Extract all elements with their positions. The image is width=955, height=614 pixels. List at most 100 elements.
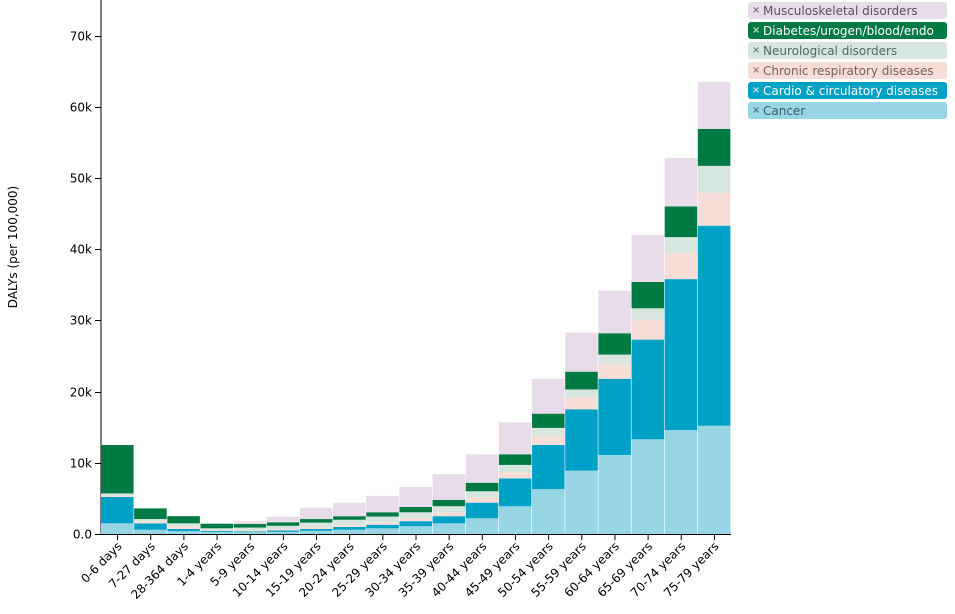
bar-segment-12-1[interactable]: [498, 478, 532, 507]
bar-segment-7-1[interactable]: [333, 526, 366, 530]
bar-segment-1-3[interactable]: [134, 519, 167, 522]
bar-segment-12-0[interactable]: [498, 506, 532, 534]
bar-segment-2-0[interactable]: [167, 531, 200, 534]
bar-segment-13-0[interactable]: [532, 489, 565, 534]
bar-segment-13-2[interactable]: [532, 435, 565, 445]
bar-segment-6-2[interactable]: [299, 526, 333, 530]
bar-segment-13-3[interactable]: [532, 427, 565, 436]
bar-segment-0-0[interactable]: [101, 523, 134, 534]
bar-segment-8-4[interactable]: [366, 512, 399, 517]
bar-segment-14-4[interactable]: [565, 371, 598, 390]
bar-segment-18-1[interactable]: [697, 225, 731, 426]
bar-segment-7-3[interactable]: [333, 519, 366, 525]
bar-segment-11-0[interactable]: [465, 518, 499, 534]
bar-segment-9-5[interactable]: [399, 487, 432, 507]
bar-segment-10-5[interactable]: [432, 474, 466, 500]
bar-segment-12-5[interactable]: [498, 422, 532, 455]
bar-segment-10-2[interactable]: [432, 512, 466, 517]
bar-segment-6-4[interactable]: [299, 519, 333, 523]
bar-segment-6-1[interactable]: [299, 529, 333, 531]
bar-segment-9-4[interactable]: [399, 506, 432, 513]
bar-segment-3-4[interactable]: [200, 523, 234, 529]
bar-segment-8-0[interactable]: [366, 528, 399, 534]
bar-segment-3-2[interactable]: [200, 529, 234, 531]
bar-segment-14-1[interactable]: [565, 409, 598, 471]
bar-segment-3-1[interactable]: [200, 530, 234, 532]
bar-segment-10-4[interactable]: [432, 499, 466, 507]
bar-segment-2-2[interactable]: [167, 526, 200, 530]
bar-segment-14-0[interactable]: [565, 470, 598, 534]
bar-segment-7-0[interactable]: [333, 529, 366, 534]
bar-segment-8-2[interactable]: [366, 522, 399, 525]
bar-segment-13-4[interactable]: [532, 413, 565, 428]
bar-segment-6-0[interactable]: [299, 530, 333, 534]
bar-segment-13-5[interactable]: [532, 378, 565, 414]
bar-segment-7-2[interactable]: [333, 524, 366, 527]
bar-segment-9-0[interactable]: [399, 526, 432, 534]
bar-segment-0-4[interactable]: [101, 445, 134, 494]
bar-segment-5-2[interactable]: [266, 529, 300, 531]
bar-segment-5-5[interactable]: [266, 516, 300, 523]
bar-segment-1-1[interactable]: [134, 523, 167, 530]
bar-segment-1-2[interactable]: [134, 521, 167, 524]
bar-segment-0-1[interactable]: [101, 496, 134, 524]
bar-segment-17-3[interactable]: [664, 237, 698, 253]
bar-segment-17-4[interactable]: [664, 206, 698, 238]
legend-item[interactable]: × Chronic respiratory diseases: [748, 62, 947, 79]
bar-segment-4-3[interactable]: [233, 527, 267, 531]
bar-segment-16-2[interactable]: [631, 319, 665, 340]
bar-segment-12-2[interactable]: [498, 472, 532, 479]
bar-segment-11-3[interactable]: [465, 491, 499, 498]
bar-segment-9-3[interactable]: [399, 512, 432, 518]
bar-segment-12-4[interactable]: [498, 454, 532, 465]
bar-segment-9-2[interactable]: [399, 517, 432, 522]
bar-segment-15-4[interactable]: [598, 333, 631, 355]
close-icon[interactable]: ×: [752, 45, 761, 56]
bar-segment-4-1[interactable]: [233, 531, 267, 533]
bar-segment-12-3[interactable]: [498, 464, 532, 473]
bar-segment-5-1[interactable]: [266, 530, 300, 532]
bar-segment-16-4[interactable]: [631, 281, 665, 309]
bar-segment-5-4[interactable]: [266, 522, 300, 526]
bar-segment-15-1[interactable]: [598, 378, 631, 455]
bar-segment-17-1[interactable]: [664, 279, 698, 431]
close-icon[interactable]: ×: [752, 65, 761, 76]
bar-segment-18-0[interactable]: [697, 425, 731, 534]
close-icon[interactable]: ×: [752, 85, 761, 96]
bar-segment-2-3[interactable]: [167, 523, 200, 527]
close-icon[interactable]: ×: [752, 5, 761, 16]
bar-segment-5-3[interactable]: [266, 525, 300, 530]
bar-segment-11-1[interactable]: [465, 502, 499, 519]
bar-segment-4-4[interactable]: [233, 524, 267, 528]
bar-segment-18-3[interactable]: [697, 165, 731, 193]
bar-segment-15-3[interactable]: [598, 354, 631, 364]
bar-segment-18-2[interactable]: [697, 192, 731, 226]
bar-segment-3-3[interactable]: [200, 528, 234, 530]
bar-segment-1-4[interactable]: [134, 508, 167, 520]
bar-segment-17-2[interactable]: [664, 252, 698, 280]
bar-segment-18-4[interactable]: [697, 128, 731, 166]
bar-segment-14-5[interactable]: [565, 332, 598, 372]
close-icon[interactable]: ×: [752, 105, 761, 116]
bar-segment-10-3[interactable]: [432, 506, 466, 513]
bar-segment-15-2[interactable]: [598, 363, 631, 379]
bar-segment-0-2[interactable]: [101, 495, 134, 497]
bar-segment-14-2[interactable]: [565, 397, 598, 410]
bar-segment-8-3[interactable]: [366, 516, 399, 523]
bar-segment-15-0[interactable]: [598, 454, 631, 534]
legend-item[interactable]: × Cardio & circulatory diseases: [748, 82, 947, 99]
close-icon[interactable]: ×: [752, 25, 761, 36]
bar-segment-5-0[interactable]: [266, 531, 300, 534]
bar-segment-3-0[interactable]: [200, 531, 234, 534]
bar-segment-4-5[interactable]: [233, 521, 267, 525]
bar-segment-6-5[interactable]: [299, 507, 333, 520]
bar-segment-2-1[interactable]: [167, 529, 200, 532]
bar-segment-4-2[interactable]: [233, 530, 267, 532]
bar-segment-11-2[interactable]: [465, 497, 499, 503]
bar-segment-9-1[interactable]: [399, 521, 432, 527]
legend-item[interactable]: × Cancer: [748, 102, 947, 119]
legend-item[interactable]: × Diabetes/urogen/blood/endo: [748, 22, 947, 39]
bar-segment-15-5[interactable]: [598, 290, 631, 334]
bar-segment-16-1[interactable]: [631, 339, 665, 440]
bar-segment-17-0[interactable]: [664, 430, 698, 534]
